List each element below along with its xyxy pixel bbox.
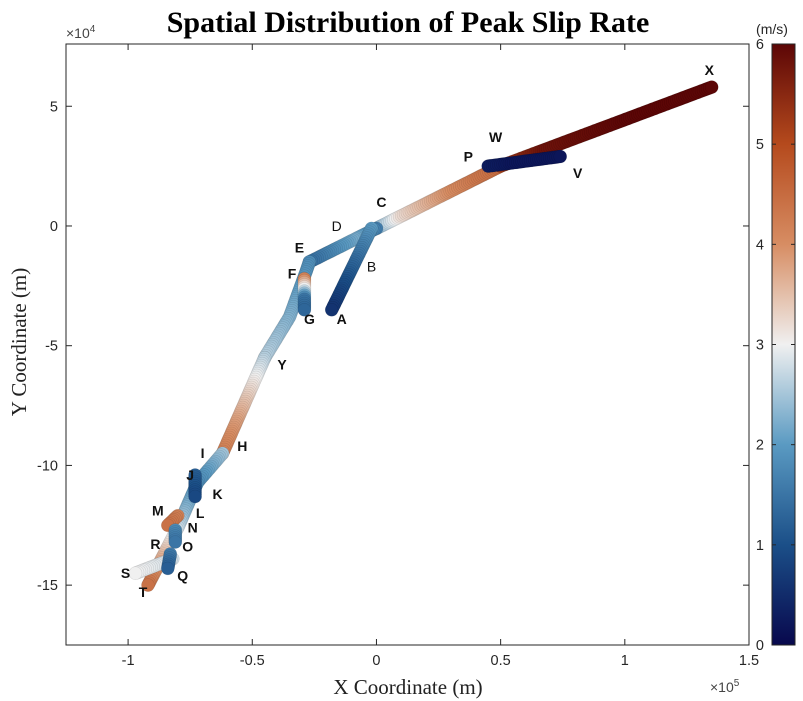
segment-label-y: Y	[277, 357, 287, 373]
fault-segment	[168, 523, 183, 549]
x-axis-exponent: ×105	[710, 678, 740, 695]
colorbar-tick-label: 4	[756, 237, 764, 253]
fault-segment	[161, 508, 185, 533]
colorbar-ticks: 0 1 2 3 4 5 6	[756, 37, 795, 654]
fault-segment	[161, 547, 178, 576]
segment-label-p: P	[464, 148, 473, 164]
segment-label-k: K	[212, 486, 222, 502]
fault-segment	[188, 468, 202, 504]
segment-label-x: X	[705, 62, 715, 78]
segment-label-r: R	[150, 536, 160, 552]
colorbar-tick-label: 5	[756, 137, 764, 153]
segment-label-t: T	[139, 584, 148, 600]
segment-label-e: E	[295, 239, 304, 255]
segment-label-w: W	[489, 129, 503, 145]
slip-point	[704, 80, 719, 94]
segment-label-l: L	[196, 505, 205, 521]
y-axis-exponent: ×104	[66, 24, 96, 41]
segment-label-j: J	[186, 467, 194, 483]
fault-segment	[481, 149, 568, 173]
colorbar-tick-label: 0	[756, 638, 764, 654]
x-tick-label: 0	[372, 653, 380, 669]
segment-label-f: F	[288, 266, 297, 282]
slip-point	[297, 302, 312, 317]
slip-point	[553, 149, 568, 164]
slip-point	[168, 535, 183, 549]
x-axis-ticks: -1 -0.5 0 0.5 1 1.5	[122, 44, 759, 669]
colorbar-tick-label: 1	[756, 538, 764, 554]
colorbar: 0 1 2 3 4 5 6 (m/s)	[756, 21, 796, 654]
y-tick-label: 5	[50, 99, 58, 115]
segment-label-o: O	[182, 539, 193, 555]
segment-label-c: C	[376, 194, 386, 210]
segment-label-d: D	[332, 218, 342, 234]
segment-labels: X WP V C D E B F G A Y H IJ K M LN R O S Q T	[121, 62, 715, 600]
x-tick-label: 0.5	[491, 653, 511, 669]
slip-point	[128, 566, 143, 581]
x-axis-label: X Coordinate (m)	[333, 675, 482, 699]
x-tick-label: 1	[621, 653, 629, 669]
segment-label-q: Q	[177, 567, 188, 583]
fault-segments	[128, 80, 719, 592]
segment-label-g: G	[304, 311, 315, 327]
colorbar-label: (m/s)	[756, 21, 788, 37]
segment-label-m: M	[152, 503, 164, 519]
y-tick-label: -5	[45, 339, 58, 355]
slip-point	[324, 302, 339, 317]
slip-point	[161, 561, 175, 576]
y-tick-label: 0	[50, 219, 58, 235]
slip-point	[188, 489, 202, 504]
segment-label-n: N	[188, 519, 198, 535]
y-axis-ticks: -15 -10 -5 0 5	[37, 99, 749, 594]
segment-label-b: B	[367, 258, 376, 274]
x-tick-label: -0.5	[240, 653, 265, 669]
y-tick-label: -10	[37, 458, 58, 474]
segment-label-a: A	[337, 311, 347, 327]
segment-label-i: I	[201, 445, 205, 461]
segment-label-v: V	[573, 165, 583, 181]
x-tick-label: -1	[122, 653, 135, 669]
colorbar-tick-label: 6	[756, 37, 764, 53]
colorbar-tick-label: 2	[756, 438, 764, 454]
colorbar-tick-label: 3	[756, 338, 764, 354]
fault-segment	[324, 221, 379, 317]
fault-segment	[297, 271, 312, 317]
x-tick-label: 1.5	[739, 653, 759, 669]
segment-label-s: S	[121, 565, 130, 581]
segment-label-h: H	[237, 438, 247, 454]
slip-point	[141, 578, 155, 592]
y-tick-label: -15	[37, 578, 58, 594]
chart-title: Spatial Distribution of Peak Slip Rate	[167, 6, 650, 39]
y-axis-label: Y Coordinate (m)	[7, 268, 31, 417]
